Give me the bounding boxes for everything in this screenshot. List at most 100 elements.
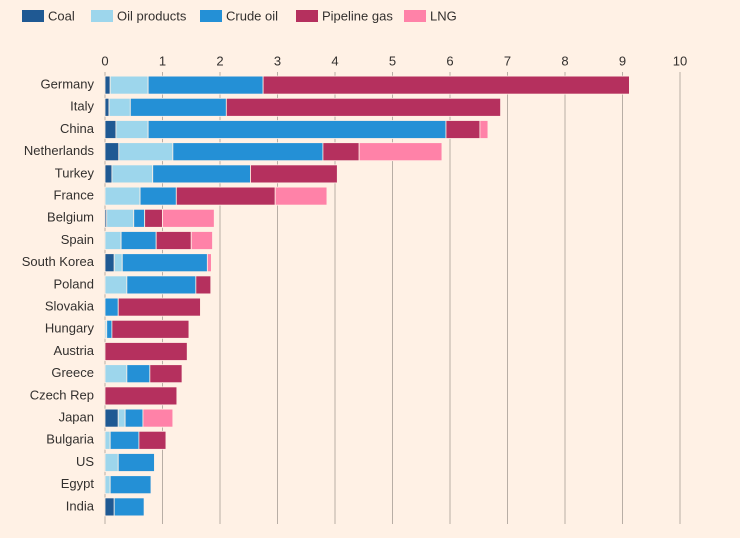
bar-segment [479, 120, 489, 139]
bar-segment [206, 253, 212, 273]
bar-segment [104, 75, 111, 95]
bar-segment [129, 97, 227, 117]
bar-segment [133, 208, 146, 228]
x-tick-label: 4 [331, 53, 338, 68]
y-tick-label: China [60, 121, 95, 136]
y-tick-label: Japan [59, 410, 94, 425]
bar-segment [104, 430, 111, 450]
legend-label: LNG [430, 8, 457, 23]
bar-segment [111, 319, 190, 339]
bar-segment [113, 497, 145, 517]
bar-segment [358, 142, 443, 162]
x-tick-label: 2 [216, 53, 223, 68]
legend-label: Crude oil [226, 8, 278, 23]
bar-segment [262, 75, 630, 95]
legend-swatch [22, 10, 44, 22]
bar-segment [109, 75, 149, 95]
bar-segment [124, 408, 144, 428]
bar-segment [104, 475, 111, 495]
bar-segment [118, 142, 174, 162]
bar-segment [147, 75, 264, 95]
y-tick-label: South Korea [22, 254, 95, 269]
y-tick-label: Poland [54, 276, 94, 291]
bar-segment [445, 120, 481, 139]
bar-segment [104, 497, 115, 517]
y-tick-label: Turkey [55, 165, 95, 180]
bar-segment [149, 364, 183, 384]
legend-label: Oil products [117, 8, 187, 23]
bar-segment [120, 231, 157, 250]
bar-segment [104, 120, 117, 139]
bar-segment [152, 164, 251, 184]
bar-segment [113, 253, 123, 273]
legend-label: Coal [48, 8, 75, 23]
bar-segment [109, 430, 140, 450]
y-tick-label: US [76, 454, 94, 469]
bar-segment [117, 453, 155, 472]
bar-segment [104, 142, 120, 162]
bar-segment [142, 408, 174, 428]
bar-segment [109, 475, 152, 495]
bar-segment [138, 430, 167, 450]
bar-segment [104, 386, 178, 406]
y-tick-label: Czech Rep [30, 387, 94, 402]
x-tick-label: 9 [619, 53, 626, 68]
bar-segment [104, 364, 128, 384]
bar-segment [104, 342, 188, 361]
bar-segment [155, 231, 192, 250]
bar-segment [144, 208, 163, 228]
bar-segment [190, 231, 213, 250]
x-tick-label: 5 [389, 53, 396, 68]
y-tick-label: Austria [54, 343, 95, 358]
x-tick-label: 6 [446, 53, 453, 68]
y-tick-label: Italy [70, 99, 94, 114]
bar-segment [104, 164, 113, 184]
bar-segment [162, 208, 215, 228]
bar-segment [274, 186, 328, 206]
legend-swatch [200, 10, 222, 22]
x-tick-label: 0 [101, 53, 108, 68]
bar-segment [121, 253, 208, 273]
bar-segment [139, 186, 177, 206]
bar-segment [111, 164, 154, 184]
x-tick-label: 1 [159, 53, 166, 68]
bar-segment [104, 408, 119, 428]
bar-segment [104, 275, 128, 295]
y-tick-label: Belgium [47, 210, 94, 225]
bar-segment [104, 231, 122, 250]
x-tick-label: 8 [561, 53, 568, 68]
y-tick-label: Germany [41, 77, 95, 92]
legend-label: Pipeline gas [322, 8, 393, 23]
bar-segment [175, 186, 276, 206]
y-tick-label: Bulgaria [46, 432, 94, 447]
bar-segment [104, 186, 141, 206]
legend-swatch [91, 10, 113, 22]
bar-segment [250, 164, 338, 184]
bar-segment [117, 408, 126, 428]
bar-segment [117, 297, 201, 317]
y-tick-label: Greece [51, 365, 94, 380]
bar-segment [104, 97, 110, 117]
y-tick-label: Hungary [45, 321, 95, 336]
y-tick-label: France [54, 188, 94, 203]
bar-segment [225, 97, 501, 117]
bar-segment [106, 208, 135, 228]
y-tick-label: Egypt [61, 476, 95, 491]
bar-segment [104, 297, 119, 317]
legend-swatch [296, 10, 318, 22]
y-tick-label: Slovakia [45, 299, 95, 314]
x-tick-label: 10 [673, 53, 687, 68]
y-tick-label: Spain [61, 232, 94, 247]
bar-segment [115, 120, 149, 139]
bar-segment [172, 142, 324, 162]
legend-swatch [404, 10, 426, 22]
x-tick-label: 7 [504, 53, 511, 68]
y-tick-label: Netherlands [24, 143, 95, 158]
bar-segment [195, 275, 212, 295]
bar-segment [104, 453, 119, 472]
x-tick-label: 3 [274, 53, 281, 68]
bar-segment [126, 364, 151, 384]
bar-segment [108, 97, 131, 117]
